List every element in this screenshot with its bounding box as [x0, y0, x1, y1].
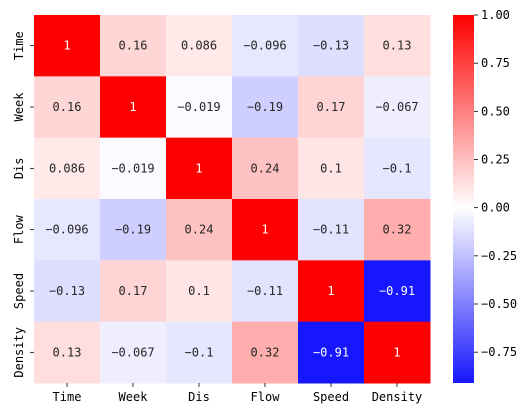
heatmap-cell-week-time [34, 76, 101, 139]
cell-value-label: 0.17 [317, 100, 346, 114]
x-tick-label: Flow [251, 390, 281, 404]
cell-value-label: −0.11 [247, 284, 283, 298]
x-tick-label: Density [372, 390, 423, 404]
cell-value-label: −0.19 [115, 223, 151, 237]
heatmap-cell-dis-time [34, 137, 101, 200]
cell-value-label: 0.17 [119, 284, 148, 298]
cell-value-label: 0.24 [185, 223, 214, 237]
heatmap-cell-time-dis [166, 15, 233, 77]
x-axis-ticks: Time Week Dis Flow Speed Density [53, 383, 423, 404]
heatmap-cell-time-week [100, 15, 167, 77]
cell-value-label: 1 [129, 100, 136, 114]
x-tick-label: Week [119, 390, 149, 404]
heatmap-cell-flow-speed [298, 199, 365, 261]
colorbar-tick-label: 0.50 [481, 104, 510, 118]
heatmap-cell-flow-flow [232, 199, 299, 261]
heatmap-cell-speed-week [100, 260, 167, 323]
x-tick-label: Dis [188, 390, 210, 404]
cell-value-label: 1 [393, 345, 400, 359]
heatmap-cell-dis-flow [232, 137, 299, 200]
heatmap-cell-speed-dis [166, 260, 233, 323]
x-tick-label: Time [53, 390, 82, 404]
cell-value-label: 1 [195, 161, 202, 175]
y-tick-label: Week [12, 92, 26, 122]
heatmap-cell-density-speed [298, 321, 365, 384]
cell-value-label: 0.32 [251, 345, 280, 359]
heatmap-cells [34, 15, 431, 384]
heatmap-cell-speed-flow [232, 260, 299, 323]
heatmap-cell-speed-time [34, 260, 101, 323]
cell-value-label: −0.096 [45, 223, 88, 237]
cell-value-label: −0.13 [49, 284, 85, 298]
heatmap-cell-dis-density [364, 137, 431, 200]
cell-value-label: 0.24 [251, 161, 280, 175]
y-tick-label: Speed [12, 273, 26, 309]
heatmap-cell-dis-week [100, 137, 167, 200]
colorbar-tick-label: 0.00 [481, 201, 510, 215]
colorbar-tick-label: 0.25 [481, 153, 510, 167]
heatmap-cell-speed-speed [298, 260, 365, 323]
heatmap-cell-week-flow [232, 76, 299, 139]
cell-value-label: 0.16 [119, 39, 148, 53]
cell-value-label: −0.1 [383, 161, 412, 175]
heatmap-cell-density-flow [232, 321, 299, 384]
y-tick-label: Dis [12, 157, 26, 179]
y-tick-label: Density [12, 327, 26, 378]
heatmap-cell-density-week [100, 321, 167, 384]
y-tick-label: Time [12, 31, 26, 60]
heatmap-cell-dis-dis [166, 137, 233, 200]
heatmap-cell-week-density [364, 76, 431, 139]
heatmap-cell-labels: 1 0.16 0.086 −0.096 −0.13 0.13 0.16 1 −0.019 −0.1… [45, 39, 418, 360]
cell-value-label: 1 [327, 284, 334, 298]
cell-value-label: −0.91 [313, 345, 349, 359]
y-tick-label: Flow [12, 214, 26, 244]
heatmap-cell-flow-week [100, 199, 167, 261]
cell-value-label: 1 [63, 39, 70, 53]
cell-value-label: 1 [261, 223, 268, 237]
colorbar-tick-label: −0.25 [481, 249, 517, 263]
colorbar-tick-label: −0.50 [481, 297, 517, 311]
y-axis-ticks: Time Week Dis Flow Speed Density [12, 31, 34, 378]
cell-value-label: −0.019 [177, 100, 220, 114]
heatmap-cell-dis-speed [298, 137, 365, 200]
colorbar-tick-label: 0.75 [481, 56, 510, 70]
heatmap-cell-flow-dis [166, 199, 233, 261]
heatmap-cell-time-flow [232, 15, 299, 77]
cell-value-label: 0.32 [383, 223, 412, 237]
colorbar [453, 15, 474, 383]
heatmap-cell-density-time [34, 321, 101, 384]
cell-value-label: 0.13 [383, 39, 412, 53]
heatmap-cell-flow-density [364, 199, 431, 261]
cell-value-label: −0.1 [185, 345, 214, 359]
heatmap-cell-speed-density [364, 260, 431, 323]
cell-value-label: −0.067 [111, 345, 154, 359]
colorbar-tick-label: −0.75 [481, 345, 517, 359]
cell-value-label: 0.086 [49, 161, 85, 175]
heatmap-cell-week-week [100, 76, 167, 139]
heatmap-cell-flow-time [34, 199, 101, 261]
cell-value-label: −0.019 [111, 161, 154, 175]
cell-value-label: 0.1 [188, 284, 210, 298]
heatmap-cell-density-dis [166, 321, 233, 384]
cell-value-label: −0.067 [375, 100, 418, 114]
cell-value-label: 0.16 [53, 100, 82, 114]
cell-value-label: 0.1 [320, 161, 342, 175]
heatmap-cell-week-speed [298, 76, 365, 139]
colorbar-tick-label: 1.00 [481, 8, 510, 22]
cell-value-label: 0.086 [181, 39, 217, 53]
heatmap-cell-time-density [364, 15, 431, 77]
cell-value-label: −0.096 [243, 39, 286, 53]
x-tick-label: Speed [313, 390, 349, 404]
cell-value-label: 0.13 [53, 345, 82, 359]
heatmap-cell-time-speed [298, 15, 365, 77]
heatmap-cell-week-dis [166, 76, 233, 139]
cell-value-label: −0.11 [313, 223, 349, 237]
heatmap-cell-time-time [34, 15, 101, 77]
colorbar-ticks: 1.00 0.75 0.50 0.25 0.00 −0.25 −0.50 −0.75 [474, 8, 517, 359]
heatmap-cell-density-density [364, 321, 431, 384]
cell-value-label: −0.13 [313, 39, 349, 53]
cell-value-label: −0.91 [379, 284, 415, 298]
cell-value-label: −0.19 [247, 100, 283, 114]
